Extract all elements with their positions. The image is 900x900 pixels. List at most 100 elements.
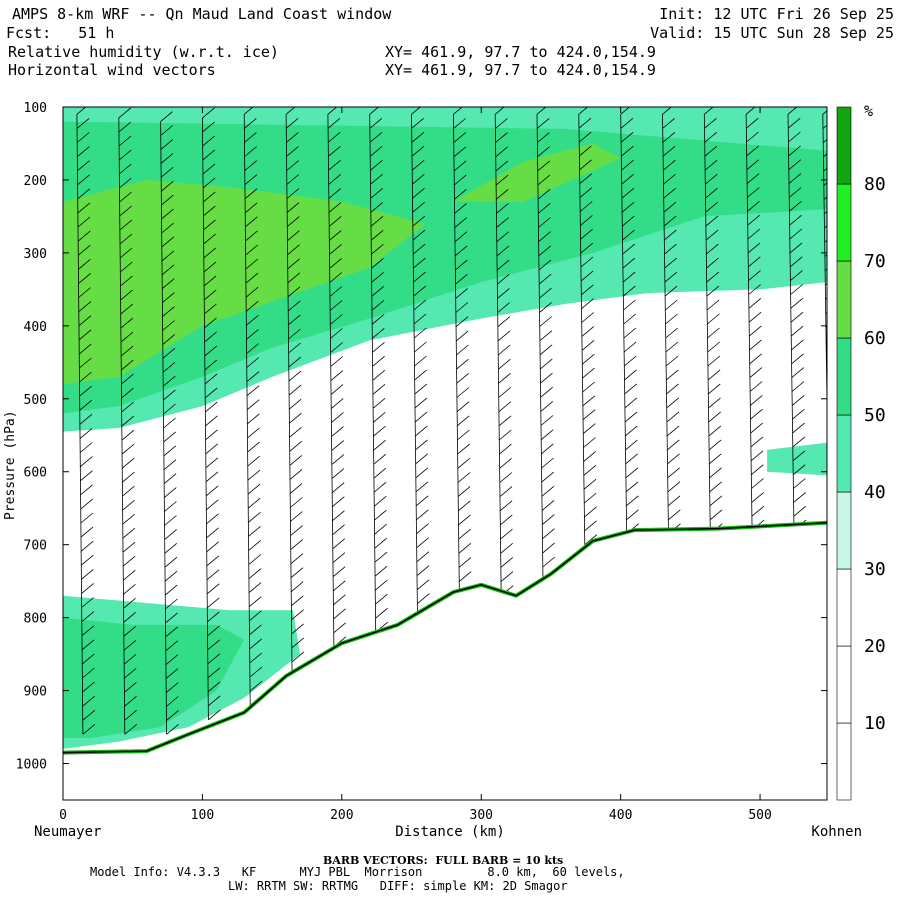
wind-barb-tick	[369, 117, 383, 129]
wind-barb-staff	[822, 114, 827, 431]
wind-barb-tick	[122, 499, 135, 511]
wind-barb-tick	[414, 411, 428, 423]
wind-barb-tick	[330, 342, 343, 353]
wind-barb-tick	[542, 556, 556, 568]
wind-barb-tick	[622, 271, 636, 283]
wind-barb-tick	[332, 566, 346, 578]
wind-barb-tick	[745, 107, 756, 115]
wind-barb-tick	[789, 200, 802, 212]
wind-barb-tick	[249, 610, 262, 622]
wind-barb-tick	[78, 273, 91, 284]
wind-barb-tick	[204, 331, 217, 343]
wind-barb-tick	[707, 341, 720, 353]
wind-barb-tick	[330, 314, 343, 325]
barb-legend: BARB VECTORS: FULL BARB = 10 kts	[323, 854, 564, 867]
wind-barb-tick	[748, 311, 762, 323]
wind-barb-tick	[328, 159, 341, 171]
wind-barb-column-10	[494, 107, 514, 597]
wind-barb-tick	[205, 443, 219, 455]
wind-barb-tick	[249, 652, 263, 664]
wind-barb-tick	[456, 358, 469, 370]
wind-barb-tick	[290, 497, 303, 508]
wind-barb-tick	[707, 355, 721, 367]
wind-barb-tick	[621, 145, 634, 157]
wind-barb-tick	[165, 682, 179, 693]
wind-barb-tick	[626, 495, 639, 507]
wind-barb-tick	[416, 579, 430, 591]
rh-region-6	[767, 442, 827, 476]
wind-barb-tick	[246, 385, 260, 397]
wind-barb-tick	[454, 217, 468, 228]
wind-barb-tick	[203, 247, 217, 259]
wind-barb-tick	[203, 191, 216, 203]
wind-barb-tick	[540, 415, 554, 426]
colorbar-tick-label: 20	[864, 636, 886, 657]
wind-barb-tick	[454, 231, 468, 243]
wind-barb-tick	[124, 723, 138, 735]
wind-barb-tick	[166, 710, 179, 721]
wind-barb-tick	[412, 215, 426, 227]
wind-barb-tick	[412, 201, 425, 213]
wind-barb-tick	[709, 481, 722, 493]
colorbar-segment	[836, 645, 852, 724]
wind-barb-tick	[165, 668, 179, 679]
wind-barb-column-11	[536, 107, 556, 582]
wind-barb-tick	[290, 539, 303, 550]
wind-barb-tick	[580, 242, 594, 254]
wind-barb-tick	[161, 278, 175, 290]
wind-barb-tick	[120, 317, 134, 329]
wind-barb-tick	[124, 709, 137, 721]
wind-barb-tick	[206, 583, 220, 595]
wind-barb-tick	[124, 695, 137, 707]
wind-barb-tick	[623, 327, 637, 339]
wind-barb-tick	[825, 326, 827, 328]
wind-barb-tick	[666, 369, 679, 381]
wind-barb-tick	[793, 505, 807, 517]
wind-barb-tick	[249, 638, 262, 650]
wind-barb-tick	[121, 373, 134, 385]
wind-barb-tick	[374, 537, 387, 549]
wind-barb-tick	[666, 411, 680, 423]
wind-barb-tick	[202, 107, 215, 119]
wind-barb-tick	[495, 132, 508, 143]
wind-barb-tick	[413, 271, 426, 283]
wind-barb-tick	[286, 160, 299, 171]
wind-barb-tick	[579, 159, 592, 171]
wind-barb-tick	[624, 369, 637, 381]
wind-barb-tick	[374, 509, 387, 521]
wind-barb-tick	[207, 611, 220, 623]
wind-barb-tick	[248, 540, 261, 551]
wind-barb-tick	[579, 187, 593, 198]
wind-barb-tick	[206, 499, 219, 511]
wind-barb-tick	[285, 117, 299, 129]
wind-barb-tick	[122, 541, 136, 553]
wind-barb-tick	[540, 358, 553, 370]
wind-barb-tick	[413, 299, 427, 311]
wind-barb-staff	[285, 114, 293, 677]
wind-barb-tick	[290, 525, 303, 536]
wind-barb-tick	[621, 173, 634, 185]
wind-barb-column-12	[578, 107, 598, 546]
wind-barb-tick	[82, 695, 95, 707]
wind-barb-tick	[498, 401, 512, 413]
wind-barb-tick	[790, 297, 804, 309]
wind-barb-tick	[165, 654, 179, 666]
wind-barb-tick	[245, 244, 258, 256]
wind-barb-tick	[287, 244, 300, 256]
wind-barb-tick	[77, 146, 90, 157]
wind-barb-tick	[413, 327, 427, 339]
wind-barb-tick	[288, 384, 302, 396]
wind-barb-tick	[164, 556, 178, 568]
wind-barb-tick	[202, 135, 215, 147]
wind-barb-tick	[706, 285, 720, 297]
wind-barb-tick	[790, 270, 803, 281]
wind-barb-tick	[207, 653, 221, 665]
wind-barb-tick	[414, 341, 427, 353]
wind-barb-tick	[246, 371, 260, 382]
wind-barb-tick	[164, 542, 178, 554]
wind-barb-tick	[331, 482, 345, 494]
colorbar-tick-label: 60	[864, 328, 886, 349]
wind-barb-tick	[286, 202, 300, 213]
wind-barb-tick	[411, 145, 425, 157]
wind-barb-tick	[663, 173, 676, 185]
